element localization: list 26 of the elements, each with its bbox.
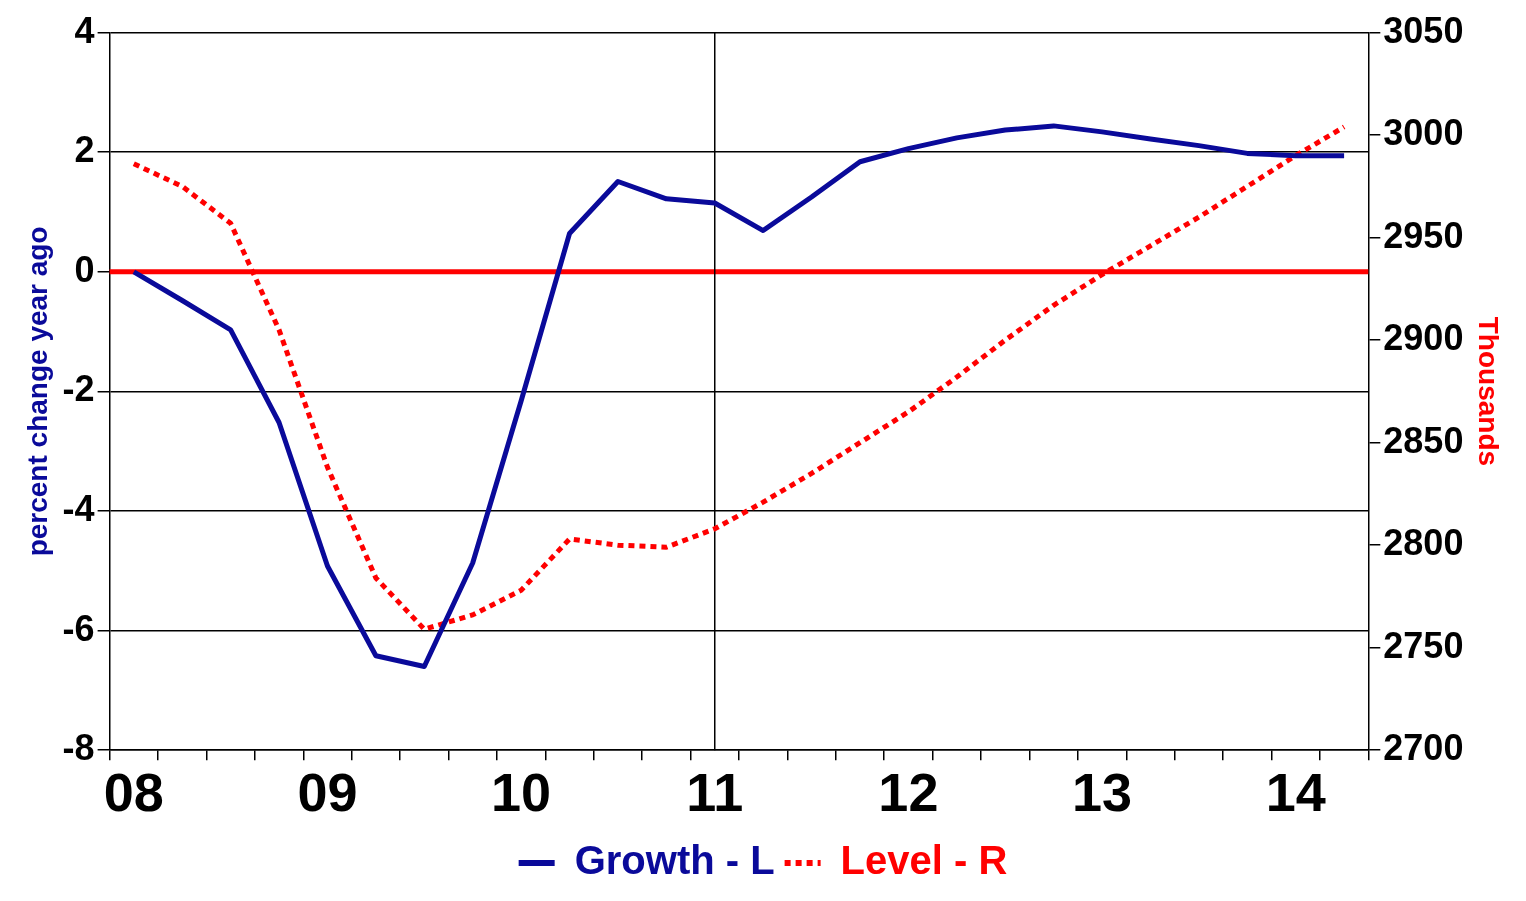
y2-axis-title: Thousands [1473, 316, 1505, 467]
y2-tick-label: 3000 [1383, 112, 1464, 154]
y2-tick-label: 2700 [1383, 727, 1464, 769]
y-tick-label: -4 [62, 487, 95, 529]
y2-tick-label: 2750 [1383, 624, 1464, 666]
x-tick-label: 12 [878, 762, 939, 823]
x-tick-label: 09 [297, 762, 358, 823]
y-tick-label: 0 [74, 248, 95, 290]
y2-tick-label: 2800 [1383, 522, 1464, 564]
y-tick-label: -6 [62, 607, 95, 649]
x-tick-label: 08 [103, 762, 164, 823]
y-tick-label: -8 [62, 727, 95, 769]
y-tick-label: 4 [74, 9, 95, 51]
legend-label: Level - R [840, 838, 1008, 883]
x-tick-label: 13 [1072, 762, 1133, 823]
y-tick-label: 2 [74, 129, 95, 171]
y2-tick-label: 2950 [1383, 214, 1464, 256]
legend-label: Growth - L [574, 838, 775, 883]
x-tick-label: 11 [686, 762, 744, 823]
y2-tick-label: 3050 [1383, 9, 1464, 51]
y2-tick-label: 2900 [1383, 317, 1464, 359]
y-axis-title: percent change year ago [21, 226, 53, 557]
x-tick-label: 14 [1265, 762, 1326, 823]
y-tick-label: -2 [62, 368, 95, 410]
x-tick-label: 10 [491, 762, 552, 823]
y2-tick-label: 2850 [1383, 419, 1464, 461]
